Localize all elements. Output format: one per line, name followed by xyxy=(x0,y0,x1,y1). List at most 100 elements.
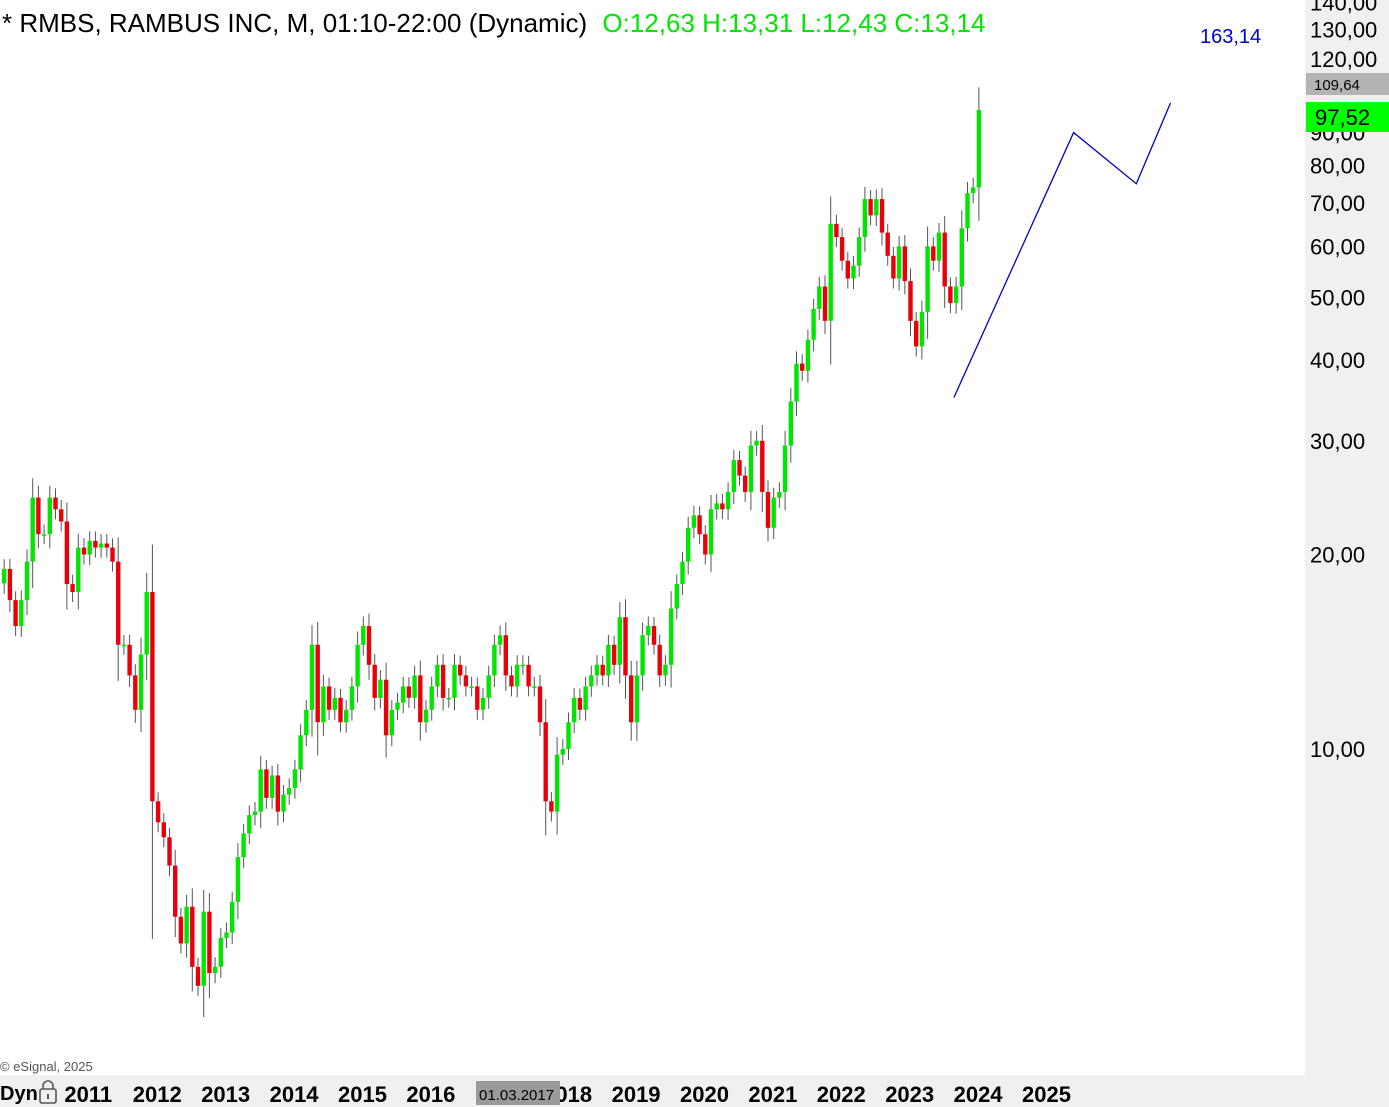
candle-body-up xyxy=(731,460,736,492)
candle-body-up xyxy=(76,547,81,592)
candle-body-down xyxy=(93,540,98,548)
candle-body-down xyxy=(133,675,138,710)
candle-body-up xyxy=(851,265,856,279)
candle-body-up xyxy=(241,833,246,858)
candle xyxy=(378,670,383,709)
candle xyxy=(167,828,172,877)
candle xyxy=(41,524,47,545)
candle-body-up xyxy=(87,540,92,555)
candle-body-up xyxy=(98,543,104,548)
y-tick-label: 30,00 xyxy=(1310,429,1365,454)
candle-body-up xyxy=(224,932,229,938)
candle-body-up xyxy=(378,679,383,698)
gray-price-value: 109,64 xyxy=(1314,77,1360,94)
candle-body-down xyxy=(64,521,70,585)
candle xyxy=(247,805,252,845)
x-tick-label: 2025 xyxy=(1022,1082,1071,1107)
candle xyxy=(617,602,622,684)
candle-body-up xyxy=(412,675,417,698)
candle xyxy=(811,298,816,352)
candle xyxy=(748,430,754,511)
candle xyxy=(212,957,218,984)
candle xyxy=(594,655,600,686)
candle xyxy=(349,676,355,721)
x-tick-label: 2024 xyxy=(954,1082,1004,1107)
projection-line[interactable] xyxy=(953,102,1172,398)
candle xyxy=(520,655,526,675)
candle-body-up xyxy=(862,199,868,238)
candle-body-up xyxy=(218,937,223,967)
candle-body-up xyxy=(497,635,503,645)
candle-body-down xyxy=(7,568,13,601)
candle xyxy=(93,531,98,558)
candle xyxy=(743,466,748,502)
candle-body-down xyxy=(891,255,896,279)
candle xyxy=(600,655,605,686)
candle-body-up xyxy=(925,246,930,312)
dyn-label[interactable]: Dyn xyxy=(0,1083,38,1105)
candle xyxy=(948,277,953,314)
candle xyxy=(104,534,109,558)
candle-body-up xyxy=(594,664,600,676)
candle-body-up xyxy=(30,497,35,562)
candle-body-down xyxy=(765,491,771,528)
candle-body-down xyxy=(264,769,269,798)
candle xyxy=(383,662,389,758)
time-axis-panel[interactable] xyxy=(0,1075,1389,1107)
candle-body-up xyxy=(389,709,394,736)
candle-body-down xyxy=(839,237,845,261)
candle-body-down xyxy=(275,775,280,812)
x-tick-label: 2021 xyxy=(748,1082,797,1107)
candle xyxy=(446,688,451,708)
candle-body-down xyxy=(743,475,748,492)
candle-body-up xyxy=(714,503,719,510)
x-tick-label: 2019 xyxy=(612,1082,661,1107)
candle-body-up xyxy=(309,644,315,710)
candle xyxy=(577,688,583,720)
candle xyxy=(822,275,828,334)
candle-body-up xyxy=(252,811,258,816)
candle-body-down xyxy=(885,232,890,256)
y-tick-label: 140,00 xyxy=(1310,0,1377,16)
x-tick-label: 2014 xyxy=(270,1082,320,1107)
candle-body-up xyxy=(492,644,497,676)
candle-body-up xyxy=(725,491,731,510)
candle-body-up xyxy=(269,775,275,798)
candle xyxy=(680,551,685,595)
price-axis-panel[interactable] xyxy=(1305,0,1389,1075)
candle-body-down xyxy=(760,440,765,492)
candle xyxy=(623,599,628,700)
candle-body-down xyxy=(150,591,155,802)
candle xyxy=(372,654,377,711)
candle xyxy=(224,922,229,949)
candle-body-up xyxy=(423,709,429,723)
candle xyxy=(201,889,206,1018)
lock-icon[interactable] xyxy=(39,1080,57,1104)
candle-body-down xyxy=(315,644,320,723)
ohlc-readout: O:12,63 H:13,31 L:12,43 C:13,14 xyxy=(602,8,985,38)
y-tick-label: 60,00 xyxy=(1310,234,1365,259)
candle xyxy=(891,246,896,289)
candle-body-up xyxy=(771,497,776,528)
candle-body-up xyxy=(777,491,782,498)
candle-body-down xyxy=(190,906,195,967)
candle xyxy=(98,533,104,558)
candle xyxy=(817,276,822,320)
cursor-date-label: 01.03.2017 xyxy=(479,1087,554,1104)
candle-body-down xyxy=(81,547,87,555)
candle xyxy=(691,505,697,539)
candle xyxy=(326,677,332,720)
candle-body-down xyxy=(116,561,121,645)
candle-body-down xyxy=(155,801,161,823)
candle-body-up xyxy=(794,363,799,402)
candle xyxy=(703,525,708,565)
candle xyxy=(589,665,594,697)
candle-body-down xyxy=(503,635,508,676)
candle-body-up xyxy=(201,911,206,986)
candle-body-down xyxy=(53,497,58,510)
candle-body-up xyxy=(748,445,754,492)
y-tick-label: 20,00 xyxy=(1310,543,1365,568)
candle xyxy=(275,763,280,826)
